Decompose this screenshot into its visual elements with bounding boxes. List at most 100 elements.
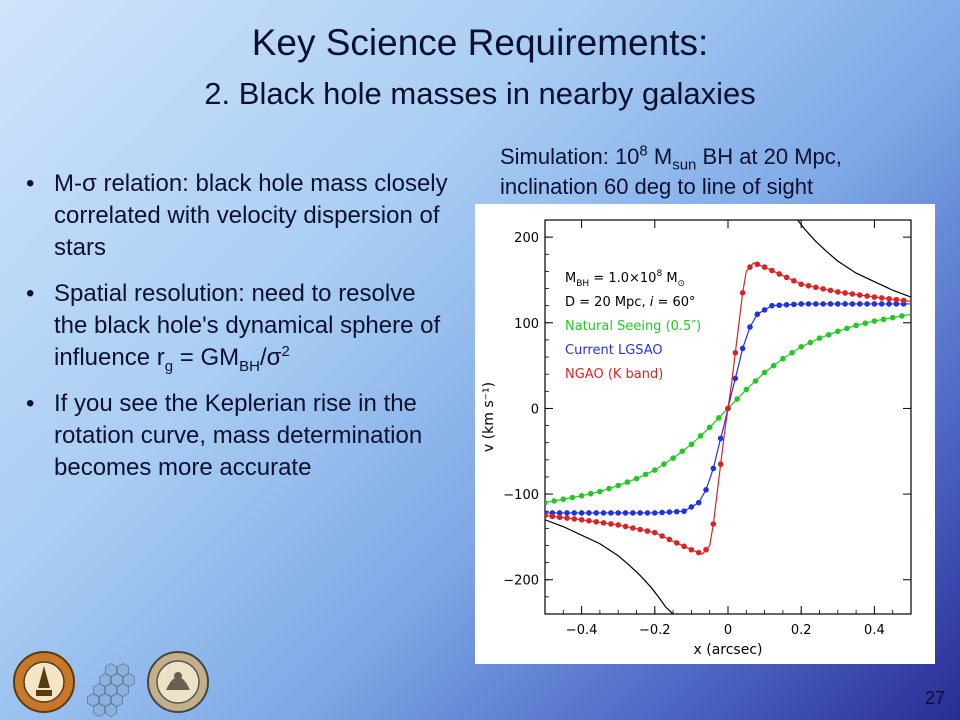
data-point [871,294,878,300]
data-point [761,369,768,376]
data-point [780,355,786,362]
y-tick-label: −200 [503,574,539,589]
data-point [849,301,856,307]
y-tick-label: 0 [531,402,539,417]
legend-entry: NGAO (K band) [565,367,663,382]
data-point [871,318,878,324]
bullet-text-2: Spatial resolution: need to resolve the … [54,280,441,371]
data-point [624,479,631,485]
data-point [807,339,814,346]
uc-seal-icon [147,651,209,713]
bullet-text-1a: M- [54,170,82,197]
data-point [825,331,832,338]
formula-r: r [156,344,165,371]
legend-entry: Current LGSAO [565,343,663,358]
data-point [798,343,804,350]
data-point [549,513,556,520]
data-point [853,322,859,329]
data-point [835,328,841,335]
chart-ticks: −0.4 −0.2 0 0.2 0.4 −200 −100 0 100 200 [503,219,912,638]
data-point [578,510,585,516]
data-point [622,523,629,530]
data-point [586,510,592,516]
data-point [569,494,576,501]
data-point [783,274,790,281]
data-point [864,301,870,307]
page-number: 27 [924,688,945,708]
formula-slash: / [259,344,267,371]
mirror-segment [105,683,117,697]
data-point [893,301,900,307]
sim-exp: 8 [639,142,648,160]
data-point [886,301,892,307]
data-point [615,510,621,516]
mirror-segment [117,683,130,697]
mirror-segment [111,693,123,707]
data-point [770,362,777,369]
data-point [886,296,892,302]
data-point [644,510,651,516]
data-point [630,510,636,516]
data-point [652,510,658,516]
chart-series [545,220,911,614]
data-point [560,496,567,503]
mirror-segment [99,693,111,707]
data-point [652,529,658,536]
data-point [776,271,783,277]
slide-subtitle: 2. Black hole masses in nearby galaxies [204,76,756,111]
data-point [842,301,848,307]
data-point [695,549,702,556]
data-point [856,292,863,298]
bullet-list: • M-σ relation: black hole mass closely … [24,168,454,498]
formula-g: g [164,357,174,375]
data-point [564,510,570,516]
data-point [600,510,607,516]
data-point [791,301,797,308]
data-point [732,349,739,356]
mirror-segment [117,663,130,677]
chart-xlabel: x (arcsec) [694,642,763,658]
data-point [783,301,790,308]
data-point [673,540,680,546]
mirror-segment [93,683,105,697]
data-point [813,284,819,291]
x-tick-label: 0.2 [791,623,812,638]
simulation-caption: Simulation: 108 Msun BH at 20 Mpc, incli… [500,142,950,202]
data-point [587,490,594,497]
data-point [637,526,643,533]
data-point [597,488,603,495]
data-point [835,301,841,307]
data-point [754,311,761,318]
data-point [743,386,750,393]
data-point [642,471,649,478]
data-point [666,536,673,543]
data-point [600,520,607,526]
data-point [805,301,812,307]
data-point [679,448,686,455]
caltech-seal-icon [13,651,75,713]
formula-bh: BH [239,357,260,375]
data-point [798,281,804,288]
annotation-distance: D = 20 Mpc, i = 60° [565,295,696,310]
mirror-segment [87,693,99,707]
data-point [622,510,629,516]
data-point [747,264,753,270]
formula-two: 2 [281,343,290,360]
data-point [899,313,905,319]
bullet-item: • M-σ relation: black hole mass closely … [24,168,454,264]
data-point [878,301,885,307]
sim-line-2: inclination 60 deg to line of sight [500,174,814,199]
data-point [564,515,570,521]
bullet-item: • If you see the Keplerian rise in the r… [24,388,454,484]
data-point [827,301,834,307]
data-point [681,508,687,515]
data-point [862,320,869,327]
keck-mirror-icon [87,663,136,717]
data-point [816,335,823,341]
rotation-curve-chart: −0.4 −0.2 0 0.2 0.4 −200 −100 0 100 200 MBH = 1.0… [475,204,935,664]
sim-text-1: Simulation: 10 [500,144,640,169]
mirror-segment [93,703,105,717]
data-point [769,267,775,274]
bullet-icon: • [26,280,35,307]
